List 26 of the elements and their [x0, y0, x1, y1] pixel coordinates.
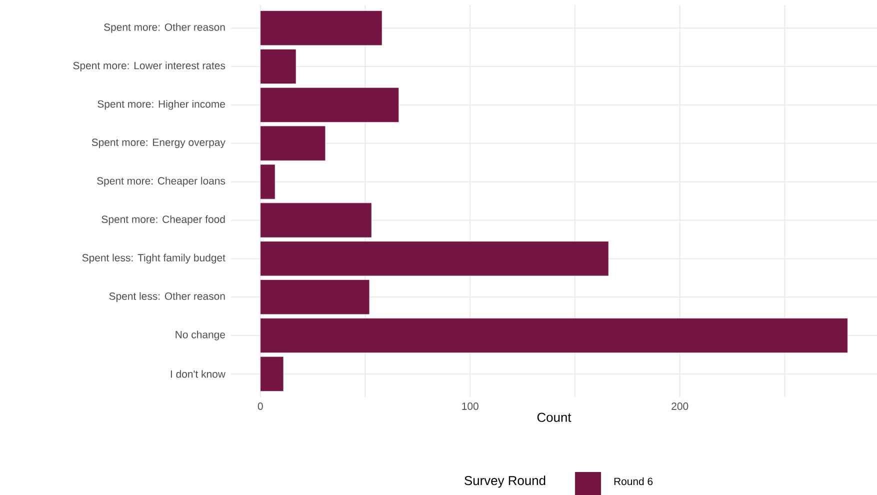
y-tick-label: Spent more: Energy overpay	[92, 138, 226, 148]
y-tick-label: I don't know	[170, 370, 226, 378]
y-tick-label: Spent more: Higher income	[98, 100, 225, 110]
y-tick-label: Spent less: Tight family budget	[82, 254, 226, 264]
bar	[260, 318, 848, 353]
bar	[260, 164, 276, 200]
bar	[260, 356, 284, 392]
y-tick-label: Spent more: Cheaper food	[102, 215, 225, 226]
y-tick-label: Spent less: Other reason	[109, 292, 225, 302]
bar	[260, 202, 372, 238]
x-tick-label: 200	[672, 402, 688, 410]
x-axis-title: Count	[537, 412, 572, 422]
y-tick-label: Spent more: Cheaper loans	[97, 176, 226, 187]
y-tick-label: Spent more: Other reason	[104, 23, 225, 33]
y-tick-label: No change	[176, 330, 225, 340]
x-tick-label: 100	[462, 402, 478, 410]
legend-label: Round 6	[614, 477, 653, 486]
bar	[260, 280, 370, 315]
bar	[260, 126, 326, 161]
legend-title: Survey Round	[464, 476, 546, 488]
bar	[260, 49, 296, 84]
bar	[260, 87, 399, 122]
bar	[260, 10, 382, 46]
x-tick-label: 0	[258, 402, 263, 410]
bar	[260, 241, 609, 276]
y-tick-label: Spent more: Lower interest rates	[73, 62, 226, 72]
